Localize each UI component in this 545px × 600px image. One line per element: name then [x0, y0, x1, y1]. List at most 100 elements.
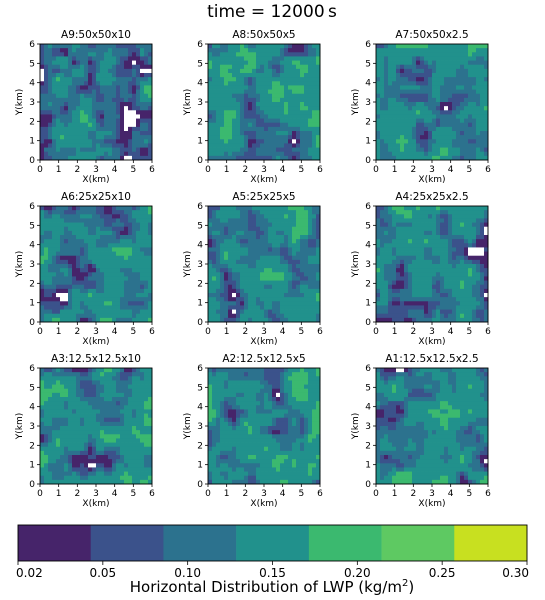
lwp-cell — [288, 210, 293, 215]
lwp-cell — [416, 243, 421, 248]
lwp-cell — [388, 52, 393, 57]
lwp-cell — [80, 64, 85, 70]
lwp-cell — [296, 143, 301, 148]
lwp-cell — [404, 251, 409, 257]
lwp-cell — [256, 64, 261, 70]
lwp-cell — [228, 284, 233, 290]
lwp-cell — [116, 155, 121, 161]
lwp-cell — [416, 214, 421, 219]
lwp-cell — [396, 81, 401, 86]
lwp-cell — [84, 135, 89, 140]
lwp-cell — [108, 301, 113, 306]
lwp-cell — [412, 114, 417, 119]
lwp-cell — [228, 118, 233, 124]
lwp-cell — [436, 301, 441, 306]
lwp-cell — [212, 56, 217, 61]
lwp-cell — [284, 272, 289, 277]
lwp-cell — [84, 259, 89, 265]
lwp-cell — [112, 143, 117, 148]
lwp-cell — [476, 143, 481, 148]
lwp-cell — [96, 313, 101, 319]
lwp-cell — [256, 89, 261, 95]
lwp-cell — [124, 309, 129, 315]
lwp-cell — [376, 106, 381, 111]
lwp-cell — [424, 89, 429, 95]
lwp-cell — [132, 44, 137, 49]
lwp-cell — [92, 301, 97, 306]
lwp-cell — [392, 222, 397, 228]
lwp-cell — [456, 114, 461, 119]
lwp-cell — [264, 206, 269, 211]
lwp-cell — [464, 122, 469, 128]
lwp-cell — [316, 139, 321, 144]
lwp-cell — [404, 305, 409, 310]
lwp-cell — [92, 288, 97, 294]
lwp-cell — [84, 106, 89, 111]
lwp-cell — [128, 68, 133, 74]
lwp-cell — [468, 288, 473, 294]
x-tick-label: 4 — [112, 165, 118, 175]
lwp-cell — [448, 247, 453, 252]
lwp-cell — [136, 143, 141, 148]
lwp-cell — [256, 247, 261, 252]
lwp-cell — [104, 214, 109, 219]
lwp-cell — [476, 288, 481, 294]
lwp-cell — [316, 218, 321, 223]
lwp-cell — [480, 247, 485, 252]
lwp-cell — [280, 48, 285, 53]
lwp-cell — [456, 151, 461, 157]
lwp-cell — [228, 131, 233, 136]
lwp-cell — [380, 106, 385, 111]
lwp-cell — [384, 114, 389, 119]
lwp-cell — [228, 218, 233, 223]
lwp-cell — [228, 309, 233, 315]
lwp-cell — [224, 73, 229, 78]
lwp-cell — [484, 147, 489, 153]
lwp-cell — [76, 272, 81, 277]
lwp-cell — [48, 110, 53, 115]
lwp-cell — [416, 135, 421, 140]
lwp-cell — [104, 151, 109, 157]
lwp-cell — [388, 243, 393, 248]
lwp-cell — [460, 135, 465, 140]
lwp-cell — [316, 222, 321, 228]
lwp-cell — [264, 264, 269, 269]
lwp-cell — [148, 97, 153, 103]
lwp-cell — [420, 106, 425, 111]
lwp-cell — [40, 48, 45, 53]
lwp-cell — [452, 268, 457, 273]
lwp-cell — [260, 305, 265, 310]
lwp-cell — [396, 284, 401, 290]
lwp-cell — [68, 313, 73, 319]
lwp-cell — [456, 77, 461, 82]
lwp-cell — [288, 297, 293, 302]
lwp-cell — [232, 114, 237, 119]
lwp-cell — [240, 259, 245, 265]
lwp-cell — [408, 264, 413, 269]
lwp-cell — [140, 243, 145, 248]
lwp-cell — [80, 85, 85, 90]
lwp-cell — [140, 52, 145, 57]
lwp-cell — [412, 226, 417, 232]
lwp-cell — [428, 147, 433, 153]
lwp-cell — [104, 276, 109, 281]
lwp-cell — [292, 135, 297, 140]
lwp-cell — [428, 251, 433, 257]
lwp-cell — [244, 301, 249, 306]
lwp-cell — [252, 56, 257, 61]
lwp-cell — [440, 151, 445, 157]
lwp-cell — [296, 309, 301, 315]
lwp-cell — [64, 114, 69, 119]
lwp-cell — [220, 297, 225, 302]
lwp-cell — [112, 313, 117, 319]
lwp-cell — [268, 284, 273, 290]
lwp-cell — [60, 255, 65, 261]
lwp-cell — [440, 97, 445, 103]
lwp-cell — [212, 309, 217, 315]
lwp-cell — [300, 93, 305, 99]
lwp-cell — [388, 305, 393, 310]
lwp-cell — [428, 60, 433, 66]
lwp-cell — [400, 151, 405, 157]
lwp-cell — [308, 151, 313, 157]
lwp-cell — [236, 89, 241, 95]
